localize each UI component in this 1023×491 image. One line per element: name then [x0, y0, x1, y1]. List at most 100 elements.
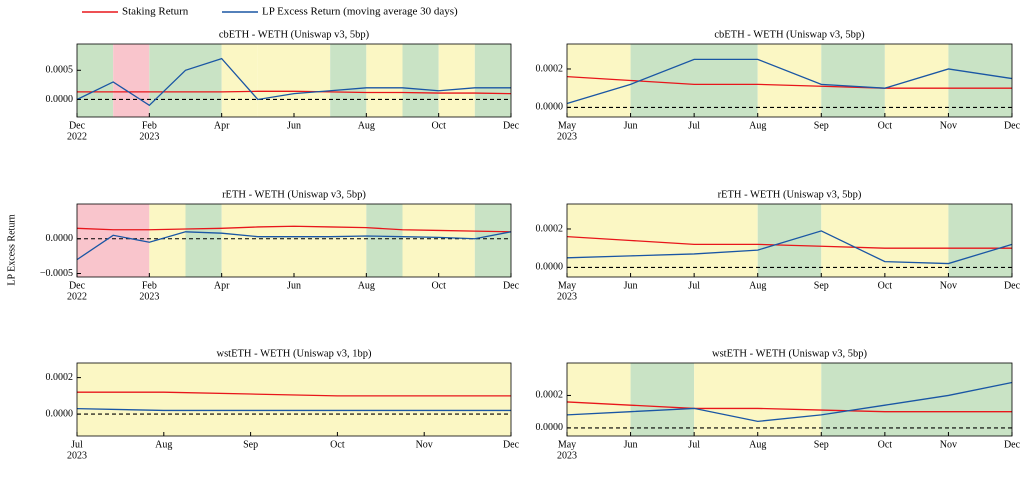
regime-band	[366, 204, 403, 277]
regime-band	[221, 204, 367, 277]
plot-frame	[566, 203, 1013, 278]
y-axis-label: LP Excess Return	[6, 214, 17, 285]
x-tick-label: Aug	[358, 120, 375, 131]
x-tick-year: 2023	[67, 450, 87, 461]
series-line	[76, 57, 511, 107]
panel-title: cbETH - WETH (Uniswap v3, 5bp)	[219, 29, 370, 40]
regime-band	[77, 44, 114, 117]
x-tick-label: Dec	[1004, 439, 1021, 450]
regime-band	[567, 204, 758, 277]
series-line	[566, 76, 1012, 89]
regime-band	[567, 363, 631, 436]
plot-frame	[566, 43, 1013, 118]
x-tick-label: Jun	[624, 280, 638, 291]
regime-band	[221, 44, 258, 117]
regime-band	[438, 44, 475, 117]
x-tick-label: Sep	[814, 280, 829, 291]
series-line	[566, 236, 1012, 249]
x-tick-label: Jul	[688, 120, 700, 131]
panel-title: wstETH - WETH (Uniswap v3, 1bp)	[217, 348, 372, 359]
panel-title: rETH - WETH (Uniswap v3, 5bp)	[718, 189, 862, 200]
x-tick-label: Aug	[358, 280, 375, 291]
regime-band	[630, 44, 758, 117]
x-tick-label: Sep	[243, 439, 258, 450]
x-tick-label: Aug	[749, 280, 766, 291]
x-tick-label: Nov	[940, 439, 957, 450]
x-tick-label: Dec	[503, 280, 520, 291]
x-tick-label: Feb	[142, 120, 157, 131]
x-tick-label: Aug	[749, 439, 766, 450]
regime-band	[330, 44, 367, 117]
x-tick-label: May	[558, 439, 576, 450]
x-tick-label: Oct	[431, 280, 446, 291]
regime-band	[113, 44, 150, 117]
y-tick-label: 0.0002	[46, 372, 74, 383]
x-tick-year: 2022	[67, 131, 87, 142]
regime-band	[474, 44, 511, 117]
regime-band	[366, 44, 403, 117]
x-tick-label: Jun	[624, 439, 638, 450]
y-tick-label: 0.0002	[536, 63, 564, 74]
x-tick-label: Feb	[142, 280, 157, 291]
panel-title: rETH - WETH (Uniswap v3, 5bp)	[222, 189, 366, 200]
x-tick-label: Apr	[214, 280, 230, 291]
x-tick-label: Oct	[878, 280, 893, 291]
regime-band	[948, 44, 1012, 117]
x-tick-label: Dec	[1004, 280, 1021, 291]
x-tick-label: Nov	[416, 439, 433, 450]
series-line	[76, 225, 512, 233]
series-line	[566, 401, 1012, 413]
regime-band	[402, 44, 439, 117]
regime-band	[402, 204, 475, 277]
y-tick-label: 0.0000	[536, 102, 564, 113]
x-tick-label: May	[558, 120, 576, 131]
regime-band	[185, 204, 222, 277]
x-tick-label: May	[558, 280, 576, 291]
x-tick-label: Aug	[749, 120, 766, 131]
x-tick-label: Jun	[287, 120, 301, 131]
x-tick-label: Oct	[330, 439, 345, 450]
x-tick-year: 2023	[139, 131, 159, 142]
y-tick-label: 0.0000	[46, 94, 74, 105]
y-tick-label: 0.0000	[536, 422, 564, 433]
x-tick-label: Jun	[624, 120, 638, 131]
y-tick-label: 0.0000	[536, 262, 564, 273]
series-line	[566, 230, 1013, 265]
regime-band	[149, 44, 222, 117]
regime-band	[474, 204, 511, 277]
y-tick-label: 0.0005	[46, 65, 74, 76]
x-tick-label: Jul	[688, 280, 700, 291]
regime-band	[884, 44, 949, 117]
legend-label: Staking Return	[122, 6, 189, 18]
series-line	[77, 90, 512, 95]
regime-band	[257, 44, 331, 117]
y-tick-label: 0.0002	[536, 390, 564, 401]
x-tick-label: Nov	[940, 280, 957, 291]
x-tick-year: 2023	[139, 291, 159, 302]
x-tick-label: Dec	[1004, 120, 1021, 131]
series-line	[76, 407, 511, 412]
panel-title: wstETH - WETH (Uniswap v3, 5bp)	[712, 348, 867, 359]
x-tick-year: 2023	[557, 131, 577, 142]
regime-band	[821, 44, 885, 117]
x-tick-year: 2023	[557, 291, 577, 302]
x-tick-year: 2022	[67, 291, 87, 302]
x-tick-label: Jun	[287, 280, 301, 291]
series-line	[566, 58, 1013, 105]
regime-band	[77, 363, 511, 436]
series-line	[76, 231, 512, 261]
series-line	[566, 381, 1013, 423]
regime-band	[694, 363, 822, 436]
regime-band	[630, 363, 695, 436]
plot-frame	[566, 362, 1013, 437]
panel-title: cbETH - WETH (Uniswap v3, 5bp)	[714, 29, 865, 40]
x-tick-label: Jul	[688, 439, 700, 450]
legend-label: LP Excess Return (moving average 30 days…	[262, 6, 458, 18]
x-tick-label: Oct	[431, 120, 446, 131]
x-tick-label: Nov	[940, 120, 957, 131]
y-tick-label: 0.0002	[536, 223, 564, 234]
x-tick-label: Jul	[71, 439, 83, 450]
x-tick-label: Sep	[814, 439, 829, 450]
x-tick-year: 2023	[557, 450, 577, 461]
